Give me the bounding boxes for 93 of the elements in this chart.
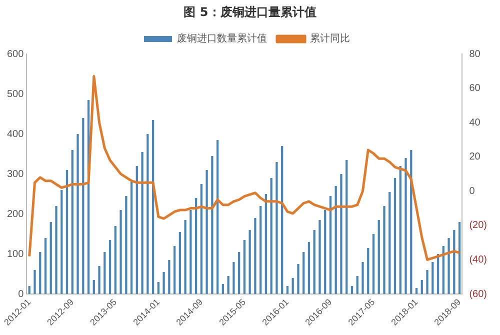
bar bbox=[55, 206, 58, 294]
bar bbox=[313, 230, 316, 294]
bar bbox=[302, 252, 305, 294]
bar bbox=[281, 146, 284, 294]
bar bbox=[432, 262, 434, 294]
bar bbox=[206, 170, 208, 294]
bar bbox=[178, 232, 182, 294]
bar bbox=[125, 196, 128, 294]
bar bbox=[39, 252, 42, 294]
bar bbox=[399, 166, 402, 294]
bar bbox=[248, 230, 251, 294]
bar bbox=[415, 288, 418, 294]
bar bbox=[286, 286, 289, 294]
bar bbox=[92, 280, 95, 294]
bar bbox=[292, 278, 294, 294]
bar bbox=[378, 220, 380, 294]
bar bbox=[362, 262, 364, 294]
bar bbox=[404, 158, 407, 294]
bar bbox=[448, 238, 450, 294]
bar bbox=[372, 234, 375, 294]
legend-label: 累计同比 bbox=[310, 32, 350, 45]
bar bbox=[297, 264, 300, 294]
legend-label: 废铜进口数量累计值 bbox=[177, 32, 267, 45]
bar bbox=[50, 222, 52, 294]
bar bbox=[184, 220, 186, 294]
y-tick-label: 300 bbox=[6, 168, 24, 180]
bar bbox=[318, 220, 321, 294]
bar bbox=[162, 272, 165, 294]
bar bbox=[146, 134, 149, 294]
bar bbox=[350, 286, 354, 294]
bar bbox=[173, 246, 176, 294]
bar bbox=[329, 196, 332, 294]
y-tick-label: 0 bbox=[18, 288, 24, 300]
y2-tick-label: 20 bbox=[469, 152, 481, 163]
y2-tick-label: 60 bbox=[469, 83, 481, 94]
bar bbox=[28, 286, 30, 294]
bar bbox=[200, 184, 203, 294]
bar bbox=[71, 150, 74, 294]
bar bbox=[388, 192, 391, 294]
bar bbox=[157, 282, 160, 294]
bar bbox=[136, 166, 138, 294]
bar bbox=[458, 222, 461, 294]
bar bbox=[66, 170, 68, 294]
bar bbox=[367, 248, 370, 294]
bar bbox=[243, 240, 246, 294]
bar bbox=[108, 240, 112, 294]
y-tick-label: 400 bbox=[6, 128, 24, 140]
y2-tick-label: 40 bbox=[469, 117, 481, 128]
bar bbox=[346, 160, 348, 294]
bar bbox=[190, 210, 192, 294]
bar bbox=[114, 226, 116, 294]
bar bbox=[426, 270, 428, 294]
bar bbox=[168, 260, 170, 294]
bar bbox=[60, 190, 63, 294]
bar bbox=[383, 206, 386, 294]
bar bbox=[260, 206, 262, 294]
y2-tick-label: 80 bbox=[469, 48, 481, 60]
y2-tick-label: (20) bbox=[469, 220, 488, 232]
bar bbox=[82, 118, 84, 294]
bar bbox=[420, 280, 423, 294]
bar bbox=[340, 174, 342, 294]
bar bbox=[227, 276, 230, 294]
y-tick-label: 500 bbox=[6, 88, 24, 100]
bar bbox=[276, 162, 278, 294]
y-tick-label: 600 bbox=[6, 48, 24, 60]
bar bbox=[44, 238, 47, 294]
bar bbox=[120, 210, 122, 294]
bar bbox=[98, 266, 100, 294]
bar bbox=[104, 252, 106, 294]
bar bbox=[141, 152, 144, 294]
bar bbox=[264, 194, 268, 294]
bar bbox=[356, 276, 358, 294]
bar bbox=[216, 140, 219, 294]
bar bbox=[34, 270, 36, 294]
bar bbox=[76, 134, 79, 294]
bar bbox=[394, 178, 396, 294]
chart-title: 图 5：废铜进口量累计值 bbox=[182, 4, 318, 21]
y-tick-label: 200 bbox=[6, 208, 24, 220]
bar bbox=[232, 262, 235, 294]
y-tick-label: 100 bbox=[6, 248, 24, 260]
bar bbox=[308, 242, 310, 294]
bar bbox=[211, 156, 214, 294]
bar bbox=[270, 178, 272, 294]
bar bbox=[334, 186, 337, 294]
y2-tick-label: (60) bbox=[469, 288, 488, 300]
bar bbox=[238, 252, 240, 294]
y2-tick-label: (40) bbox=[469, 254, 488, 266]
y2-tick-label: 0 bbox=[469, 186, 476, 197]
bar bbox=[194, 198, 198, 294]
bar bbox=[254, 218, 256, 294]
bar bbox=[130, 182, 133, 294]
bar bbox=[324, 210, 326, 294]
bar bbox=[222, 284, 224, 294]
